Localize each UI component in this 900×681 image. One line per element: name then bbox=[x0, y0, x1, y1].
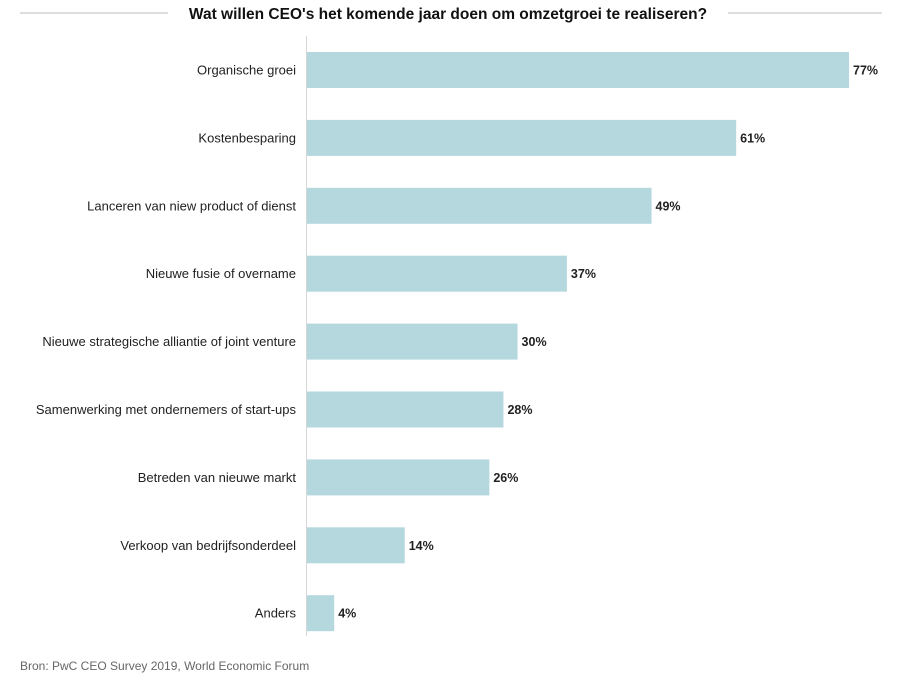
category-label: Samenwerking met ondernemers of start-up… bbox=[36, 402, 297, 417]
source-note: Bron: PwC CEO Survey 2019, World Economi… bbox=[20, 659, 310, 673]
value-label: 14% bbox=[409, 539, 434, 553]
category-label: Nieuwe strategische alliantie of joint v… bbox=[42, 334, 296, 349]
bar bbox=[306, 255, 567, 292]
bar bbox=[306, 459, 490, 496]
bar bbox=[306, 187, 652, 224]
bar bbox=[306, 323, 518, 360]
value-label: 28% bbox=[507, 403, 532, 417]
category-label: Betreden van nieuwe markt bbox=[138, 470, 297, 485]
category-label: Lanceren van niew product of dienst bbox=[87, 198, 296, 213]
category-label: Nieuwe fusie of overname bbox=[146, 266, 296, 281]
category-label: Anders bbox=[255, 606, 297, 621]
bar bbox=[306, 527, 405, 564]
chart-title: Wat willen CEO's het komende jaar doen o… bbox=[189, 6, 707, 23]
value-label: 30% bbox=[522, 335, 547, 349]
bar bbox=[306, 119, 737, 156]
value-label: 77% bbox=[853, 64, 878, 78]
category-label: Verkoop van bedrijfsonderdeel bbox=[120, 538, 296, 553]
value-label: 26% bbox=[493, 471, 518, 485]
category-label: Kostenbesparing bbox=[198, 130, 296, 145]
bar bbox=[306, 52, 849, 88]
value-label: 61% bbox=[740, 131, 765, 145]
value-label: 37% bbox=[571, 267, 596, 281]
category-label: Organische groei bbox=[197, 63, 296, 78]
value-label: 4% bbox=[338, 607, 356, 621]
bar bbox=[306, 391, 504, 428]
value-label: 49% bbox=[656, 199, 681, 213]
bar bbox=[306, 595, 335, 632]
